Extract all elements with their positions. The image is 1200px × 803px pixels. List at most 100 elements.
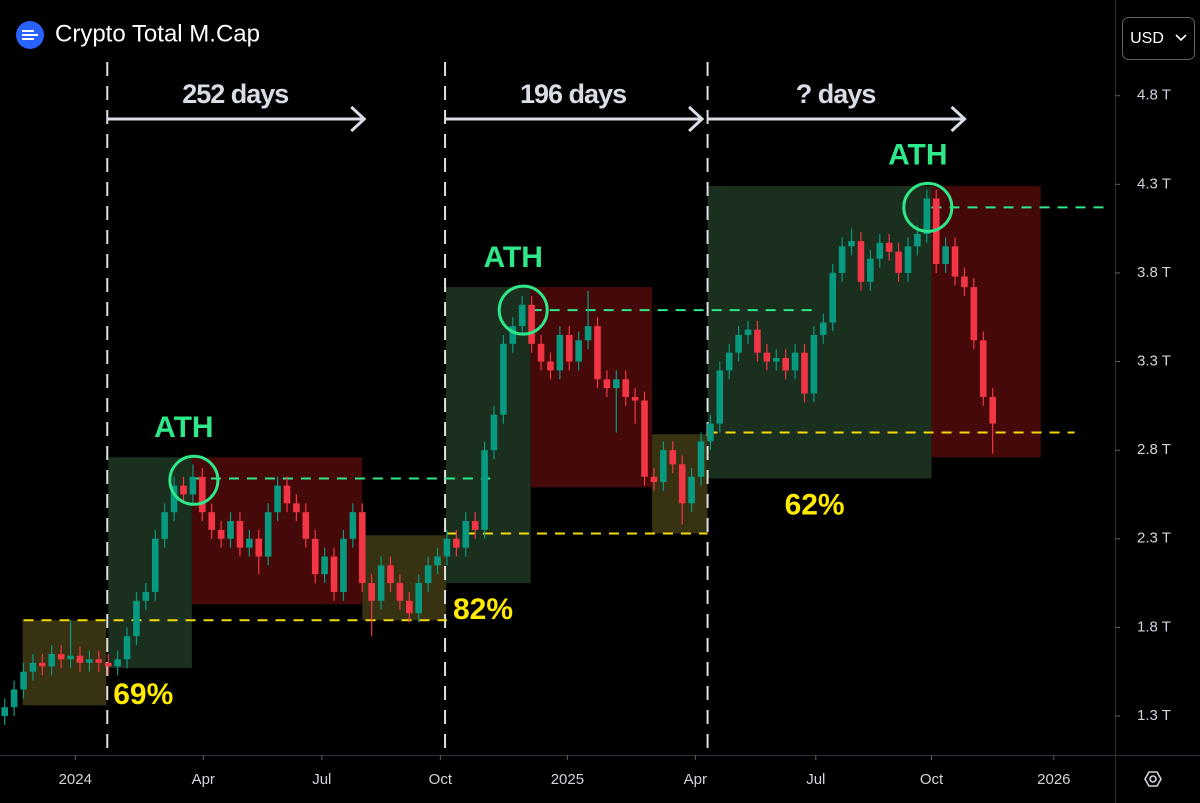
- ath-circle: [168, 454, 220, 506]
- candle-body: [20, 671, 27, 690]
- candle-body: [387, 565, 394, 584]
- gain-label: 62%: [785, 488, 845, 521]
- ath-circle: [902, 181, 954, 233]
- candle-body: [631, 396, 639, 401]
- candle-body: [810, 334, 818, 394]
- y-tick-label: 1.8 T: [1137, 618, 1171, 635]
- zone: [446, 287, 531, 584]
- period-arrowhead: [350, 105, 367, 133]
- candle-body: [283, 485, 291, 504]
- candle-body: [660, 450, 667, 483]
- zone: [108, 457, 192, 669]
- candle-body: [161, 512, 168, 539]
- x-tick-label: Oct: [920, 771, 944, 788]
- candle-body: [528, 304, 535, 344]
- candle-body: [688, 476, 695, 504]
- plot-area: 252 days 196 days ? days 69% 82% 62% ATH ATH ATH: [1, 62, 1111, 755]
- candle-body: [29, 662, 37, 672]
- candle-body: [462, 521, 470, 548]
- candle-body: [123, 636, 131, 660]
- zone: [707, 186, 932, 479]
- candle-body: [368, 583, 375, 601]
- period-label: 196 days: [520, 79, 626, 109]
- candle-body: [820, 322, 827, 335]
- candle-body: [199, 476, 206, 513]
- candle-body: [716, 370, 724, 424]
- candle-body: [829, 272, 837, 323]
- settings-icon[interactable]: [1144, 771, 1162, 787]
- period-label: ? days: [796, 79, 876, 109]
- candle-body: [349, 512, 357, 539]
- y-tick-label: 2.3 T: [1137, 530, 1171, 547]
- candle-body: [396, 583, 404, 601]
- candle-body: [255, 538, 263, 557]
- candle-body: [114, 659, 121, 667]
- candle-body: [500, 343, 507, 415]
- candle-body: [481, 450, 488, 530]
- candle-body: [189, 476, 197, 495]
- candle-body: [838, 246, 846, 273]
- candle-body: [923, 198, 931, 234]
- candle-body: [236, 521, 244, 548]
- candle-body: [970, 287, 978, 341]
- candle-body: [848, 241, 855, 247]
- candle-body: [575, 340, 582, 362]
- ath-label: ATH: [154, 411, 213, 444]
- candle-body: [707, 423, 714, 442]
- candle-body: [782, 358, 789, 371]
- candle-body: [227, 521, 234, 539]
- ath-label: ATH: [888, 138, 947, 171]
- candle-body: [490, 414, 498, 451]
- candle-body: [358, 512, 366, 584]
- y-tick-label: 4.3 T: [1137, 175, 1171, 192]
- settings-button[interactable]: [1144, 771, 1162, 787]
- candle-body: [76, 655, 84, 663]
- candle-body: [876, 242, 884, 259]
- candle-body: [57, 653, 65, 660]
- x-tick-label: 2025: [551, 771, 584, 788]
- period-arrowhead: [950, 105, 967, 133]
- currency-label[interactable]: USD: [1130, 30, 1164, 47]
- candle-body: [246, 538, 253, 548]
- candle-body: [509, 326, 517, 344]
- candle-body: [151, 538, 159, 592]
- dropdown-arrow[interactable]: [1175, 34, 1187, 42]
- candle-body: [979, 340, 987, 397]
- candle-body: [321, 556, 328, 575]
- candle-body: [1, 707, 8, 717]
- candle-body: [471, 521, 479, 530]
- candle-body: [650, 476, 658, 483]
- x-tick-label: 2024: [59, 771, 92, 788]
- x-tick-label: Oct: [429, 771, 453, 788]
- candle-body: [754, 329, 761, 353]
- chart-title: Crypto Total M.Cap: [55, 20, 260, 47]
- settings-icon-center[interactable]: [1149, 775, 1157, 783]
- candle-body: [39, 662, 46, 667]
- candle-body: [594, 326, 601, 380]
- currency-button-frame[interactable]: [1122, 17, 1195, 60]
- candle-body: [622, 379, 630, 397]
- title-bar: Crypto Total M.Cap: [16, 20, 260, 49]
- y-tick-label: 3.3 T: [1137, 353, 1171, 370]
- period-label: 252 days: [182, 79, 288, 109]
- candle-body: [678, 464, 686, 504]
- currency-button[interactable]: USD: [1122, 17, 1195, 60]
- candle-body: [867, 258, 874, 282]
- candle-body: [565, 334, 573, 362]
- candle-body: [48, 653, 56, 667]
- y-tick-label: 1.3 T: [1137, 707, 1171, 724]
- candle-body: [311, 538, 319, 575]
- candle-body: [914, 233, 921, 247]
- x-tick-label: Jul: [806, 771, 825, 788]
- candle-body: [744, 329, 752, 335]
- candle-body: [180, 485, 187, 495]
- candle-body: [142, 591, 150, 601]
- ath-circle: [497, 284, 549, 336]
- candle-body: [763, 352, 771, 362]
- candle-body: [170, 485, 178, 513]
- candle-body: [735, 334, 742, 353]
- candle-body: [443, 538, 451, 557]
- candle-body: [377, 565, 385, 601]
- candle-body: [791, 352, 799, 371]
